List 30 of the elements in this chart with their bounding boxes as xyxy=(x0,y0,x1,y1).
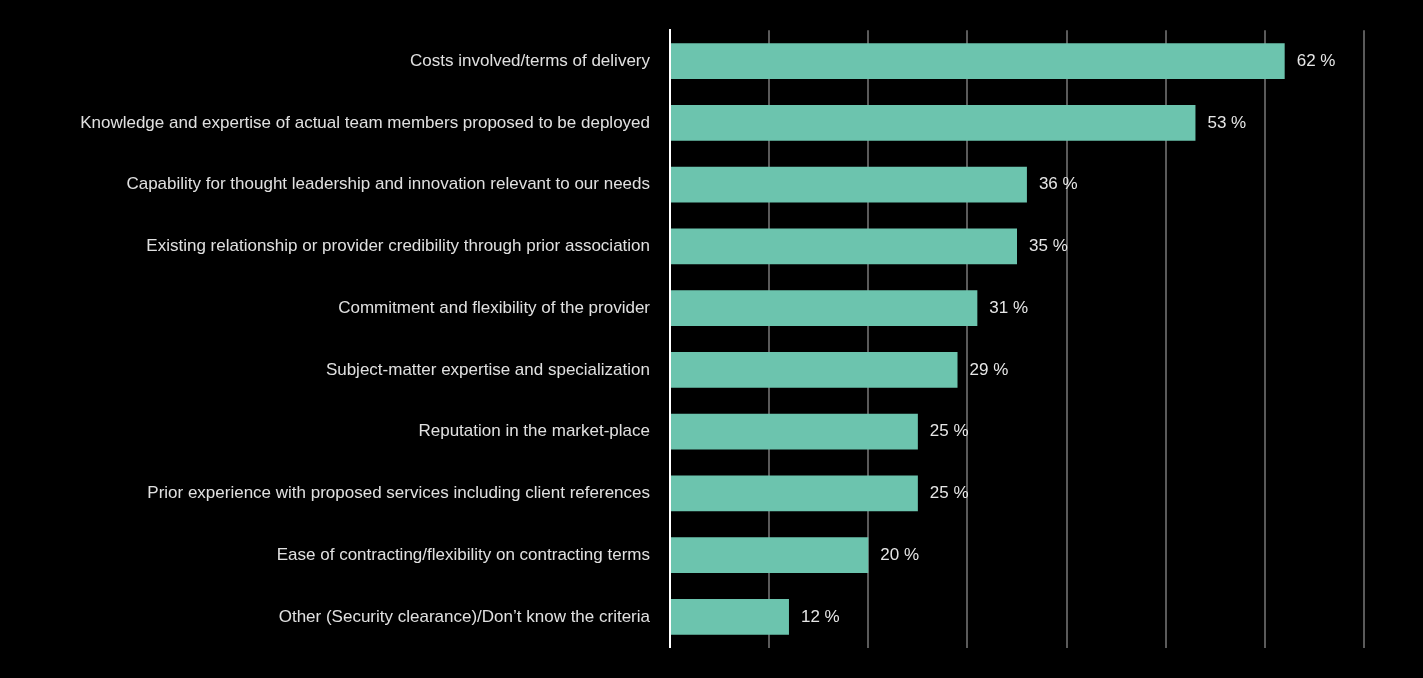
y-tick-label: Knowledge and expertise of actual team members proposed to be deployed xyxy=(80,112,650,132)
data-label: 36 % xyxy=(1038,174,1078,194)
y-tick-label: Ease of contracting/flexibility on contracting terms xyxy=(276,544,650,564)
bar xyxy=(671,599,789,635)
y-tick-label: Commitment and flexibility of the provider xyxy=(338,297,651,317)
bar xyxy=(671,290,978,327)
y-tick-label: Prior experience with proposed services including client references xyxy=(147,483,650,503)
data-label: 20 % xyxy=(880,544,920,564)
bar xyxy=(671,166,1027,203)
data-label: 31 % xyxy=(989,297,1029,317)
data-label: 25 % xyxy=(929,421,969,441)
bar xyxy=(671,537,869,574)
bar xyxy=(671,475,918,512)
data-label: 12 % xyxy=(800,606,840,626)
bar xyxy=(671,228,1017,265)
bar xyxy=(671,104,1196,141)
data-label: 53 % xyxy=(1207,112,1247,132)
y-tick-label: Capability for thought leadership and innovation relevant to our needs xyxy=(126,174,650,194)
data-label: 62 % xyxy=(1296,50,1336,70)
bar xyxy=(671,351,958,388)
data-label: 29 % xyxy=(969,359,1009,379)
y-tick-label: Other (Security clearance)/Don’t know the criteria xyxy=(278,606,651,626)
data-label: 35 % xyxy=(1029,236,1068,256)
y-tick-label: Subject-matter expertise and specialization xyxy=(325,359,650,379)
bar xyxy=(671,43,1285,79)
y-tick-label: Costs involved/terms of delivery xyxy=(410,50,651,70)
y-tick-label: Existing relationship or provider credibility through prior association xyxy=(146,236,650,256)
data-label: 25 % xyxy=(929,483,969,503)
bar xyxy=(671,413,918,450)
y-tick-label: Reputation in the market-place xyxy=(418,421,650,441)
